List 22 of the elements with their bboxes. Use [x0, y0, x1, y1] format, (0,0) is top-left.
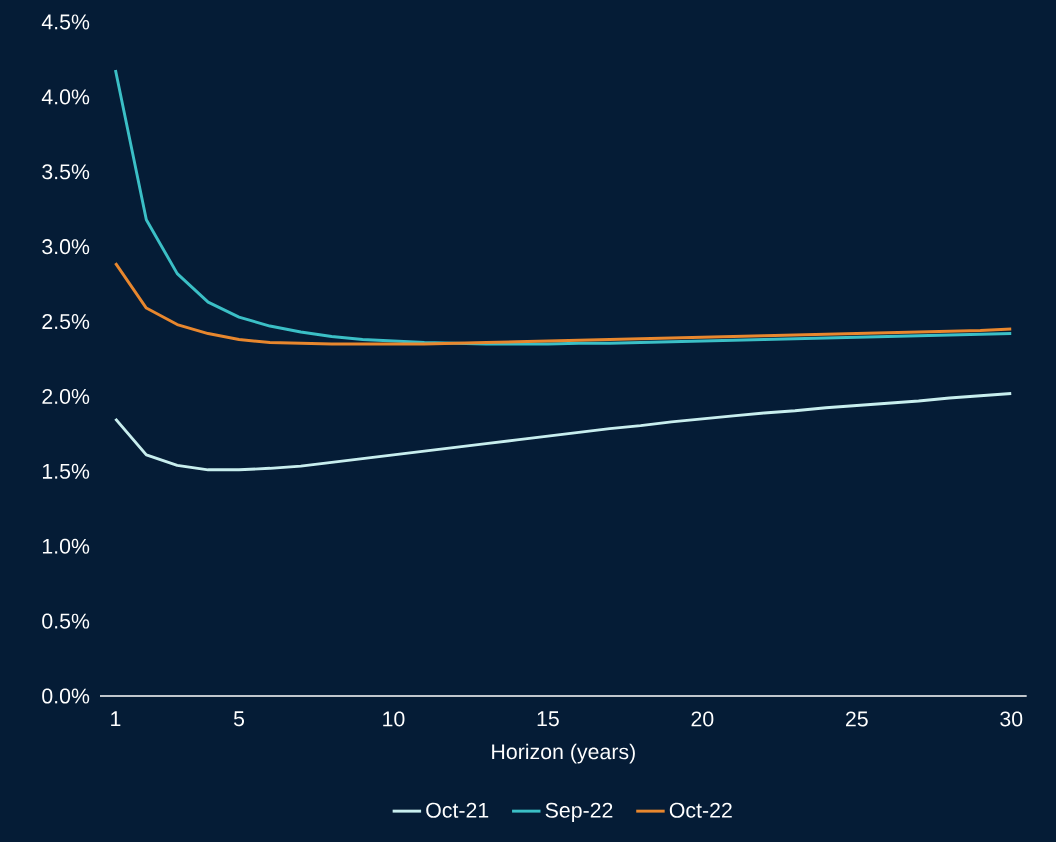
y-tick-label: 1.5%	[42, 463, 90, 479]
y-tick-label: 3.5%	[42, 164, 90, 180]
y-tick-label: 0.0%	[42, 688, 90, 704]
x-tick-label: 25	[845, 711, 868, 727]
legend-label: Sep-22	[545, 802, 613, 823]
x-axis-title: Horizon (years)	[492, 743, 635, 764]
y-tick-label: 2.0%	[42, 388, 90, 404]
x-tick-label: 5	[233, 711, 245, 727]
y-tick-label: 4.5%	[41, 14, 90, 30]
y-tick-label: 3.0%	[42, 239, 90, 255]
x-tick-label: 15	[537, 711, 559, 727]
line-series	[113, 391, 1013, 472]
x-tick-label: 30	[1000, 711, 1023, 727]
x-tick-label: 20	[691, 711, 714, 727]
legend-label: Oct-21	[426, 802, 489, 818]
y-tick-label: 1.0%	[42, 538, 90, 554]
x-tick-label: 1	[111, 711, 121, 727]
y-tick-label: 4.0%	[41, 89, 90, 105]
x-tick-label: 10	[383, 711, 405, 727]
y-tick-label: 0.5%	[42, 613, 90, 629]
y-tick-label: 2.5%	[42, 314, 90, 330]
legend-label: Oct-22	[669, 802, 732, 818]
